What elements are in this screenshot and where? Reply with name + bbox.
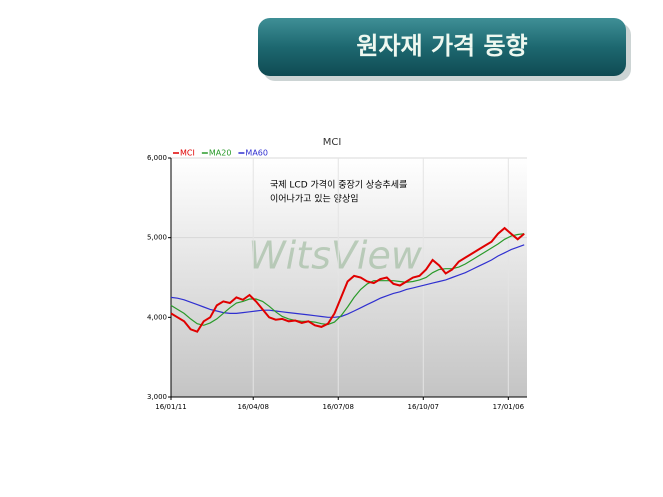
annotation: 이어나가고 있는 양상임: [270, 193, 359, 205]
x-tick-label: 16/07/08: [323, 403, 354, 411]
chart: MCI WitsView 국제 LCD 가격이 중장기 상승추세를 이어나가고 …: [137, 130, 530, 415]
x-tick-label: 16/01/11: [155, 403, 186, 411]
x-tick-label: 16/04/08: [237, 403, 268, 411]
legend-label: MA20: [209, 149, 232, 158]
series-line: [170, 244, 525, 318]
watermark: WitsView: [248, 234, 423, 278]
series-line: [170, 226, 525, 333]
chart-title: MCI: [323, 137, 342, 148]
y-tick-label: 5,000: [147, 234, 167, 242]
x-tick-label: 17/01/06: [493, 403, 525, 411]
y-tick-label: 3,000: [147, 393, 167, 401]
plot-area: [171, 158, 527, 397]
banner: [258, 18, 626, 76]
y-tick-label: 4,000: [147, 313, 167, 321]
x-tick-label: 16/10/07: [408, 403, 439, 411]
slide-title: 원자재 가격 동향: [356, 32, 527, 60]
legend-label: MA60: [245, 149, 268, 158]
legend-label: MCI: [180, 149, 195, 158]
series-line: [170, 233, 525, 326]
y-tick-label: 6,000: [147, 154, 167, 162]
